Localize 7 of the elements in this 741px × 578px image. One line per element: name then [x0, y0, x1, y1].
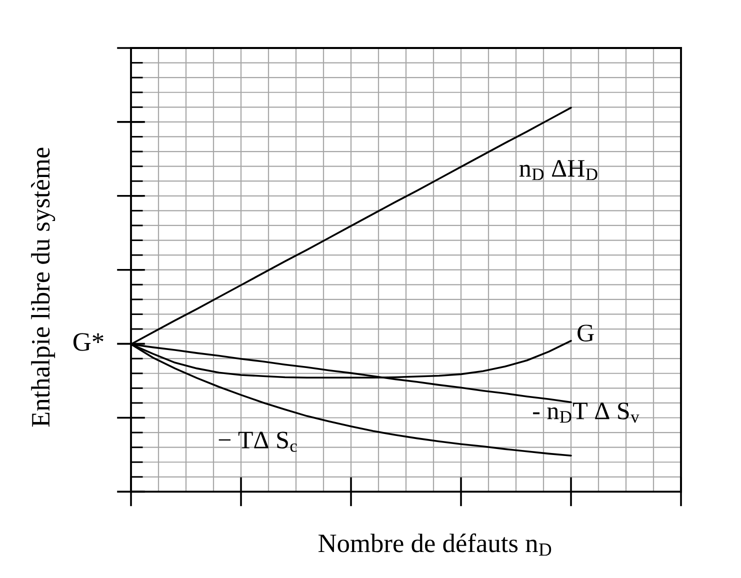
text: G*	[73, 333, 104, 351]
series-label: n$_{D}$ ΔH$_{D}$	[519, 160, 598, 180]
series-label: − TΔ S$_{c}$	[218, 432, 297, 452]
x-axis-title: Nombre de défauts n$_{D}$	[318, 533, 552, 556]
series-label: G	[578, 324, 594, 342]
y-axis-title: Enthalpie libre du système	[31, 148, 56, 427]
series-label: - n$_{D}$T Δ S$_{v}$	[533, 402, 640, 423]
